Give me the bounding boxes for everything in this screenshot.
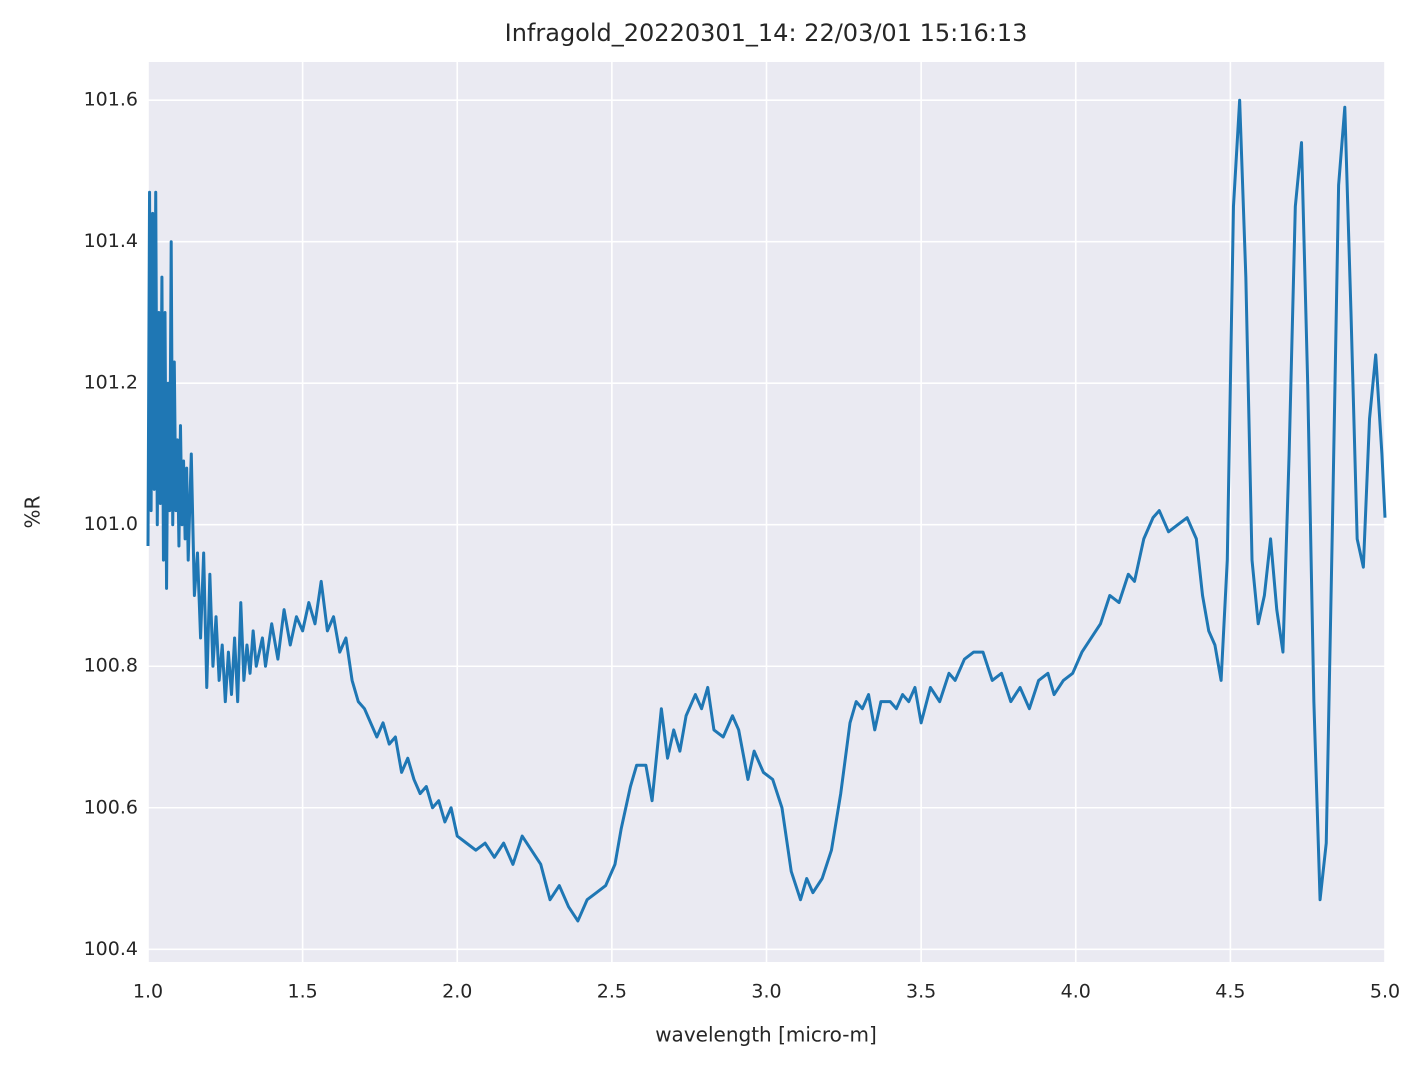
y-tick-label: 101.6 bbox=[84, 89, 138, 111]
lines bbox=[146, 98, 1387, 923]
y-tick-label: 101.2 bbox=[84, 372, 138, 394]
x-tick-label: 4.0 bbox=[1061, 981, 1091, 1003]
x-tick-label: 2.0 bbox=[442, 981, 472, 1003]
x-tick-label: 2.5 bbox=[597, 981, 627, 1003]
x-tick-label: 3.0 bbox=[751, 981, 781, 1003]
tick-labels: 1.0 1.5 2.0 2.5 3.0 3.5 4.0 4.5 5.0 100.4 100.6 100… bbox=[84, 89, 1401, 1003]
y-tick-label: 100.4 bbox=[84, 938, 138, 960]
x-tick-label: 1.5 bbox=[288, 981, 318, 1003]
x-tick-label: 5.0 bbox=[1370, 981, 1400, 1003]
y-tick-label: 100.8 bbox=[84, 655, 138, 677]
y-tick-label: 101.4 bbox=[84, 230, 138, 252]
data-line bbox=[146, 98, 1387, 923]
chart-title: Infragold_20220301_14: 22/03/01 15:16:13 bbox=[505, 19, 1028, 47]
y-tick-label: 100.6 bbox=[84, 796, 138, 818]
grid bbox=[147, 62, 1386, 962]
x-tick-label: 3.5 bbox=[906, 981, 936, 1003]
y-axis-label: %R bbox=[21, 495, 45, 528]
x-tick-label: 4.5 bbox=[1215, 981, 1245, 1003]
x-axis-label: wavelength [micro-m] bbox=[655, 1023, 877, 1047]
y-tick-label: 101.0 bbox=[84, 513, 138, 535]
x-tick-label: 1.0 bbox=[133, 981, 163, 1003]
